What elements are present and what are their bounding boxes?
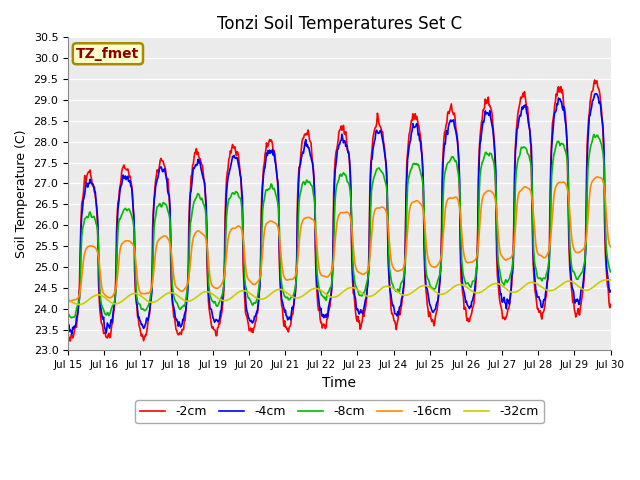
-2cm xyxy=(422,285,429,291)
-8cm xyxy=(422,264,429,270)
-4cm xyxy=(214,319,222,325)
-16cm xyxy=(64,297,72,303)
-32cm xyxy=(131,290,138,296)
Text: TZ_fmet: TZ_fmet xyxy=(76,47,140,61)
-16cm xyxy=(607,244,614,250)
-8cm xyxy=(131,240,138,246)
Line: -32cm: -32cm xyxy=(68,280,611,304)
-8cm xyxy=(75,300,83,306)
-2cm xyxy=(214,324,222,330)
-32cm xyxy=(406,291,413,297)
Title: Tonzi Soil Temperatures Set C: Tonzi Soil Temperatures Set C xyxy=(217,15,462,33)
-4cm xyxy=(64,326,72,332)
-4cm xyxy=(591,91,599,96)
-4cm xyxy=(75,302,83,308)
-16cm xyxy=(406,205,413,211)
-2cm xyxy=(406,129,413,134)
Line: -16cm: -16cm xyxy=(68,177,611,301)
-2cm xyxy=(64,334,72,340)
-2cm xyxy=(607,301,614,307)
-8cm xyxy=(67,315,75,321)
-32cm xyxy=(422,283,429,288)
-8cm xyxy=(607,269,614,275)
-4cm xyxy=(422,280,429,286)
Line: -2cm: -2cm xyxy=(68,80,611,341)
-16cm xyxy=(422,235,429,241)
-4cm xyxy=(186,209,193,215)
-32cm xyxy=(64,299,72,304)
-2cm xyxy=(591,77,598,83)
Line: -4cm: -4cm xyxy=(68,94,611,334)
-4cm xyxy=(131,229,138,235)
-16cm xyxy=(593,174,601,180)
Legend: -2cm, -4cm, -8cm, -16cm, -32cm: -2cm, -4cm, -8cm, -16cm, -32cm xyxy=(135,400,543,423)
-8cm xyxy=(590,132,598,137)
-16cm xyxy=(214,285,222,291)
X-axis label: Time: Time xyxy=(323,376,356,390)
-2cm xyxy=(75,296,83,302)
-32cm xyxy=(74,301,82,307)
-2cm xyxy=(186,198,193,204)
-4cm xyxy=(406,140,413,145)
-16cm xyxy=(67,298,75,304)
-4cm xyxy=(607,288,614,294)
-32cm xyxy=(186,298,193,304)
-8cm xyxy=(214,302,222,308)
-2cm xyxy=(67,338,74,344)
-2cm xyxy=(131,267,138,273)
-32cm xyxy=(76,301,83,307)
-8cm xyxy=(186,236,193,241)
-16cm xyxy=(131,247,138,253)
-32cm xyxy=(604,277,612,283)
-16cm xyxy=(75,294,83,300)
-32cm xyxy=(214,296,222,301)
Y-axis label: Soil Temperature (C): Soil Temperature (C) xyxy=(15,130,28,258)
-4cm xyxy=(68,331,76,337)
Line: -8cm: -8cm xyxy=(68,134,611,318)
-8cm xyxy=(64,311,72,317)
-8cm xyxy=(406,170,413,176)
-32cm xyxy=(607,277,614,283)
-16cm xyxy=(186,268,193,274)
